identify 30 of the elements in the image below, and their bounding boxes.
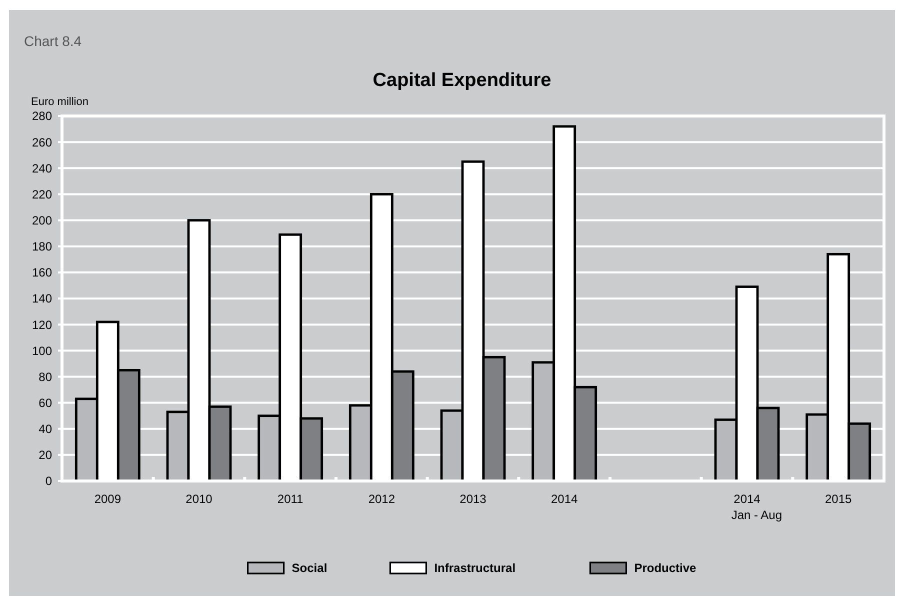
y-tick-label: 40 (38, 422, 52, 436)
text: Jan - Aug (731, 508, 782, 522)
x-tick-label: 2013 (460, 492, 487, 506)
caption: Chart 8.4 (24, 33, 82, 49)
y-tick-label: 260 (32, 135, 52, 150)
y-tick-label: 120 (32, 318, 52, 332)
y-tick-label: 180 (32, 240, 52, 254)
y-tick-label: 60 (38, 396, 52, 410)
x-tick-label: 2014 (550, 492, 578, 506)
x-tick-label: 2011 (277, 492, 304, 506)
y-tick-label: 140 (32, 292, 52, 306)
x-tick-label: 2014 (734, 492, 761, 506)
x-tick-label: 2009 (94, 492, 122, 506)
y-tick-label: 100 (32, 344, 52, 358)
chart-title: Capital Expenditure (372, 70, 552, 91)
y-tick-label: 160 (32, 266, 52, 280)
x-tick-label: 2010 (186, 492, 213, 506)
y-tick-label: 0 (45, 474, 52, 488)
y-tick-label: 280 (32, 109, 52, 124)
y-axis-title: Euro million (31, 96, 88, 108)
x-tick-label: 2015 (824, 492, 852, 506)
y-tick-label: 80 (38, 370, 52, 384)
legend-label: Social (292, 561, 328, 576)
legend-label: Infrastructural (434, 561, 516, 576)
x-tick-label: 2012 (368, 492, 396, 506)
y-tick-label: 20 (38, 448, 52, 462)
y-tick-label: 240 (32, 161, 52, 176)
y-tick-label: 220 (32, 187, 52, 202)
y-tick-label: 200 (32, 213, 52, 228)
legend-label: Productive (634, 561, 697, 576)
